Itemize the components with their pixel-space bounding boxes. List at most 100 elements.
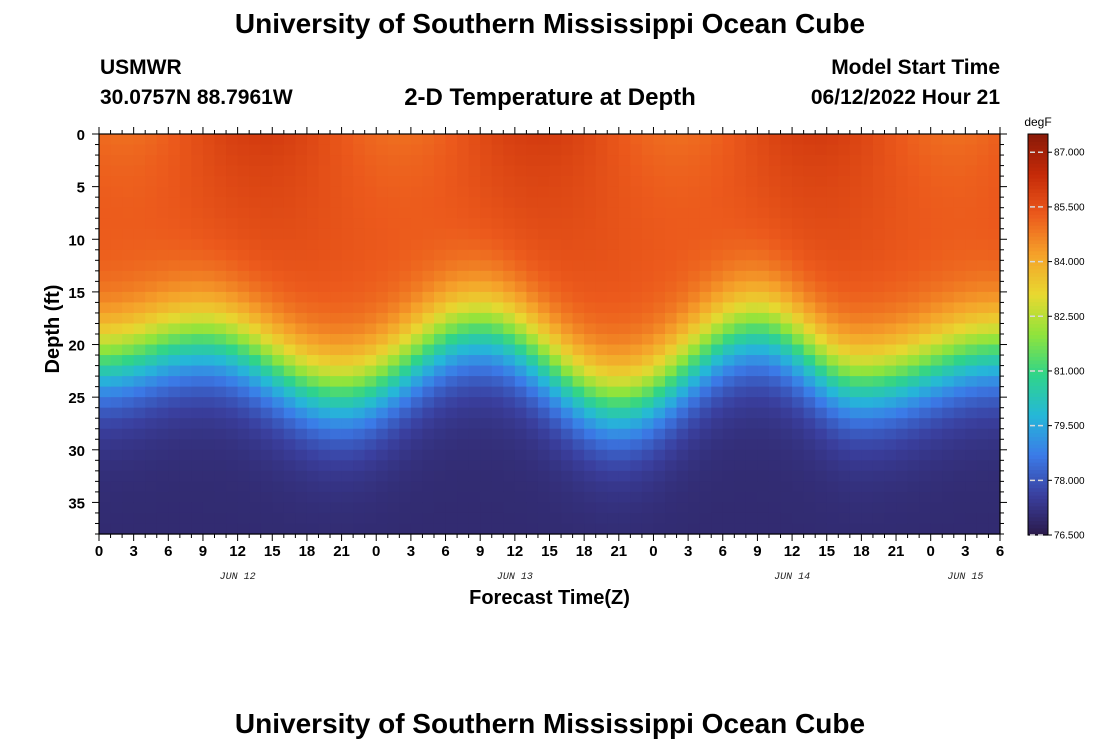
- heatmap-cell: [803, 386, 816, 398]
- heatmap-cell: [884, 218, 897, 230]
- heatmap-cell: [410, 365, 424, 377]
- heatmap-cell: [260, 334, 273, 346]
- heatmap-cell: [179, 491, 193, 504]
- heatmap-cell: [433, 334, 447, 346]
- heatmap-cell: [272, 218, 285, 230]
- heatmap-cell: [422, 481, 435, 493]
- heatmap-cell: [734, 418, 747, 430]
- heatmap-cell: [480, 376, 493, 388]
- heatmap-cell: [503, 186, 516, 198]
- heatmap-cell: [353, 323, 366, 335]
- heatmap-cell: [607, 281, 620, 293]
- heatmap-cell: [306, 386, 320, 398]
- heatmap-cell: [930, 323, 943, 335]
- heatmap-cell: [607, 512, 620, 525]
- heatmap-cell: [526, 439, 539, 451]
- heatmap-cell: [226, 355, 239, 367]
- heatmap-cell: [618, 323, 631, 335]
- heatmap-cell: [872, 323, 886, 335]
- heatmap-cell: [214, 344, 227, 356]
- heatmap-cell: [422, 502, 435, 514]
- heatmap-cell: [260, 218, 273, 230]
- heatmap-cell: [503, 260, 516, 272]
- heatmap-cell: [976, 270, 990, 282]
- heatmap-cell: [907, 397, 920, 409]
- heatmap-cell: [179, 207, 193, 219]
- heatmap-cell: [549, 291, 562, 304]
- heatmap-cell: [919, 197, 932, 209]
- heatmap-cell: [953, 512, 966, 525]
- heatmap-cell: [930, 197, 943, 209]
- heatmap-cell: [688, 218, 701, 230]
- heatmap-cell: [364, 481, 377, 493]
- heatmap-cell: [907, 281, 920, 293]
- heatmap-cell: [145, 186, 158, 198]
- heatmap-cell: [942, 228, 955, 240]
- heatmap-cell: [745, 312, 759, 325]
- heatmap-cell: [99, 176, 112, 188]
- heatmap-cell: [653, 270, 666, 282]
- heatmap-cell: [433, 376, 447, 388]
- heatmap-cell: [665, 186, 678, 198]
- heatmap-cell: [110, 165, 123, 177]
- heatmap-cell: [514, 502, 527, 514]
- heatmap-cell: [711, 186, 724, 198]
- heatmap-cell: [780, 165, 793, 177]
- heatmap-cell: [872, 397, 886, 409]
- heatmap-cell: [122, 460, 135, 472]
- heatmap-cell: [376, 144, 389, 156]
- heatmap-cell: [260, 439, 273, 451]
- heatmap-cell: [711, 155, 724, 167]
- heatmap-cell: [537, 176, 551, 188]
- heatmap-cell: [584, 512, 597, 525]
- heatmap-cell: [283, 312, 296, 325]
- heatmap-cell: [665, 428, 678, 440]
- heatmap-cell: [353, 270, 366, 282]
- heatmap-cell: [179, 260, 193, 272]
- heatmap-cell: [110, 355, 123, 367]
- heatmap-cell: [295, 470, 308, 482]
- heatmap-cell: [272, 355, 285, 367]
- colorbar-segment: [1028, 385, 1048, 390]
- heatmap-cell: [318, 239, 331, 251]
- heatmap-cell: [168, 365, 181, 377]
- heatmap-cell: [480, 470, 493, 482]
- heatmap-cell: [387, 407, 400, 419]
- heatmap-cell: [826, 449, 839, 461]
- heatmap-cell: [156, 428, 169, 440]
- heatmap-cell: [99, 260, 112, 272]
- heatmap-cell: [445, 207, 458, 219]
- heatmap-cell: [722, 207, 735, 219]
- heatmap-cell: [942, 386, 955, 398]
- heatmap-cell: [849, 386, 862, 398]
- heatmap-cell: [688, 439, 701, 451]
- heatmap-cell: [133, 491, 146, 504]
- heatmap-cell: [549, 523, 562, 535]
- heatmap-cell: [179, 218, 193, 230]
- heatmap-cell: [330, 144, 343, 156]
- heatmap-cell: [665, 334, 678, 346]
- heatmap-cell: [341, 386, 354, 398]
- heatmap-cell: [410, 186, 424, 198]
- heatmap-cell: [641, 397, 655, 409]
- heatmap-cell: [745, 249, 759, 261]
- heatmap-cell: [399, 281, 412, 293]
- heatmap-cell: [480, 260, 493, 272]
- colorbar-segment: [1028, 254, 1048, 259]
- heatmap-cell: [745, 428, 759, 440]
- heatmap-cell: [838, 260, 851, 272]
- heatmap-cell: [156, 491, 169, 504]
- heatmap-cell: [145, 281, 158, 293]
- heatmap-cell: [156, 376, 169, 388]
- colorbar-segment: [1028, 381, 1048, 387]
- heatmap-cell: [480, 407, 493, 419]
- heatmap-cell: [364, 197, 377, 209]
- heatmap-cell: [399, 302, 412, 314]
- heatmap-cell: [179, 334, 193, 346]
- heatmap-cell: [341, 376, 354, 388]
- heatmap-cell: [919, 155, 932, 167]
- heatmap-cell: [330, 186, 343, 198]
- heatmap-cell: [930, 344, 943, 356]
- heatmap-cell: [884, 418, 897, 430]
- heatmap-cell: [179, 291, 193, 304]
